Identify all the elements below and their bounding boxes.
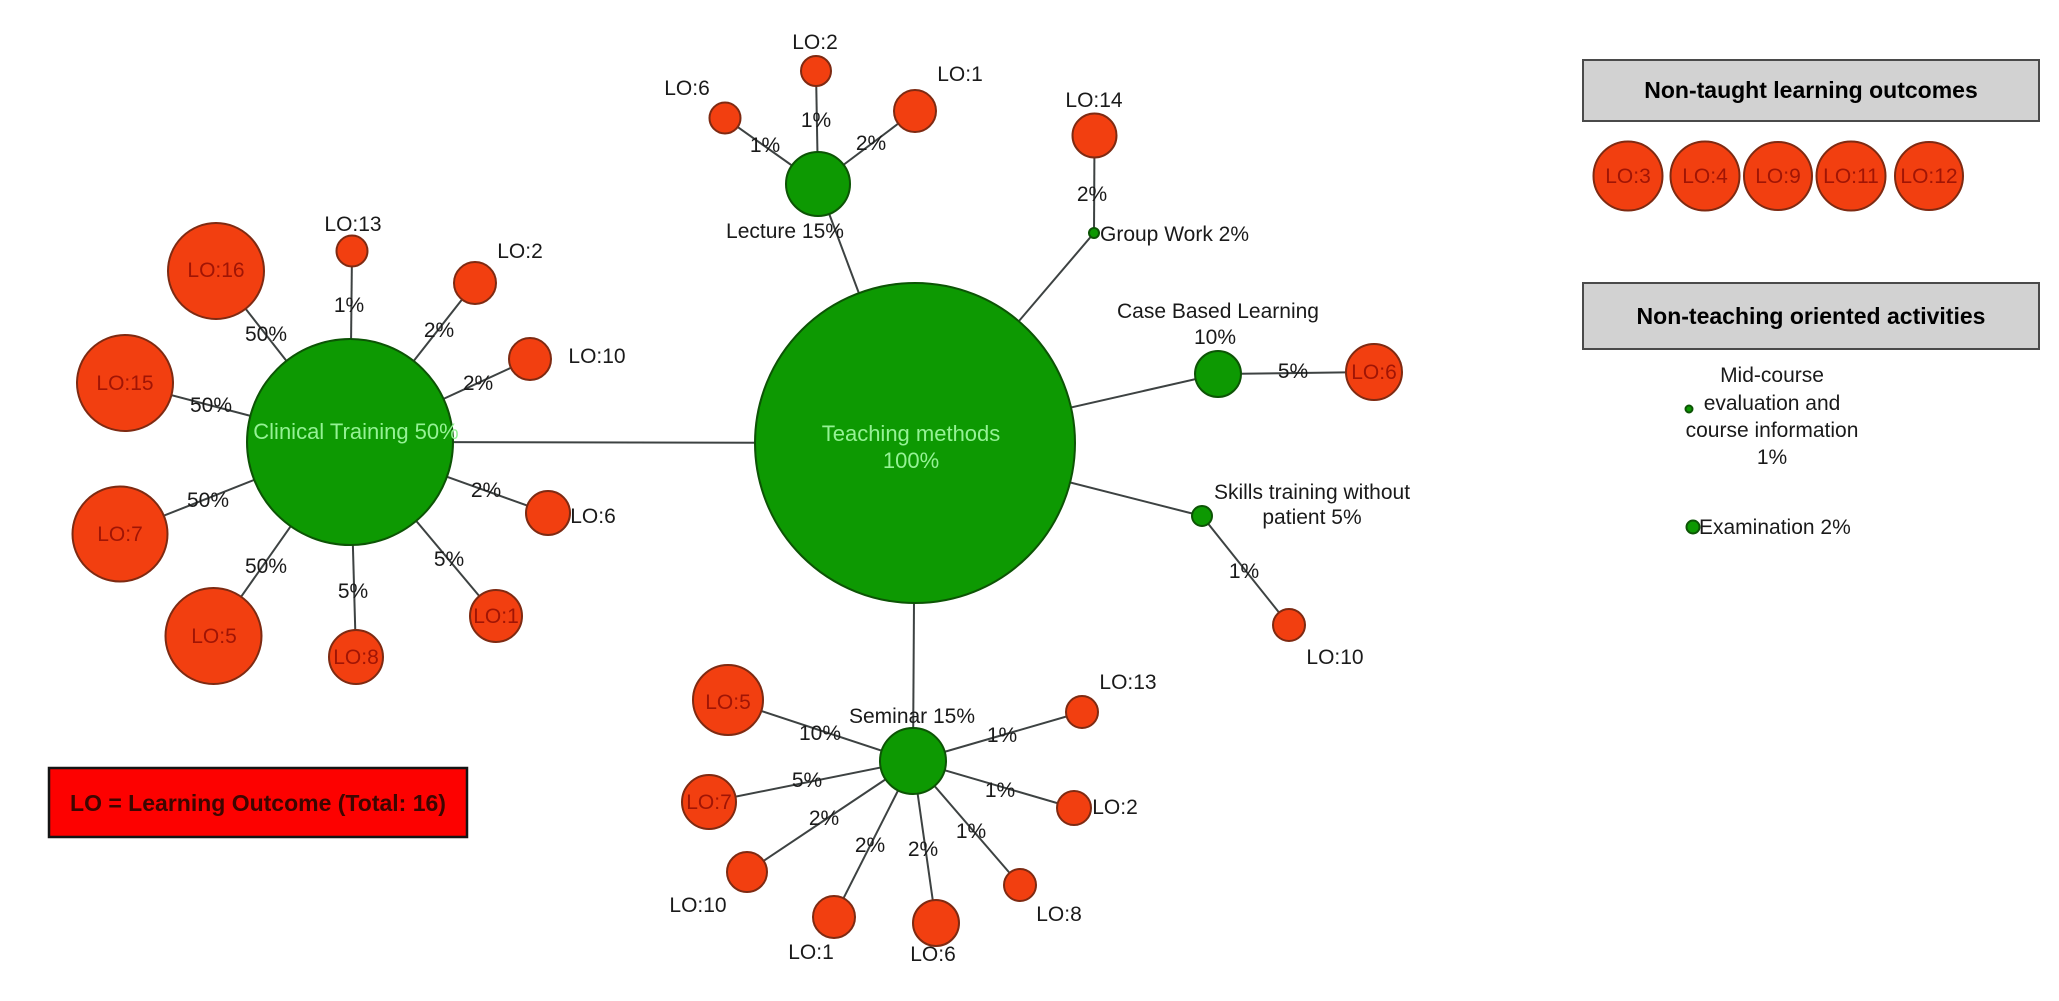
svg-text:Examination 2%: Examination 2%: [1699, 516, 1851, 539]
svg-text:1%: 1%: [334, 294, 364, 317]
svg-text:50%: 50%: [190, 394, 232, 417]
svg-text:LO:8: LO:8: [1036, 903, 1082, 926]
svg-text:Clinical Training 50%: Clinical Training 50%: [253, 419, 458, 444]
svg-text:LO:3: LO:3: [1605, 165, 1651, 188]
svg-text:10%: 10%: [799, 722, 841, 745]
svg-text:50%: 50%: [245, 555, 287, 578]
svg-text:patient 5%: patient 5%: [1262, 506, 1361, 529]
svg-text:Teaching methods: Teaching methods: [822, 421, 1001, 446]
svg-text:2%: 2%: [809, 807, 839, 830]
svg-text:Non-taught learning outcomes: Non-taught learning outcomes: [1644, 77, 1978, 103]
svg-text:50%: 50%: [245, 323, 287, 346]
svg-text:5%: 5%: [338, 580, 368, 603]
svg-text:50%: 50%: [187, 489, 229, 512]
svg-text:Group Work 2%: Group Work 2%: [1100, 223, 1249, 246]
svg-text:2%: 2%: [855, 834, 885, 857]
svg-text:LO:9: LO:9: [1755, 165, 1801, 188]
svg-text:course information: course information: [1686, 419, 1859, 442]
svg-text:2%: 2%: [856, 132, 886, 155]
svg-text:10%: 10%: [1194, 326, 1236, 349]
svg-text:LO:2: LO:2: [497, 240, 543, 263]
svg-text:1%: 1%: [750, 134, 780, 157]
svg-text:2%: 2%: [463, 372, 493, 395]
svg-text:LO:8: LO:8: [333, 646, 379, 669]
svg-text:LO:6: LO:6: [570, 505, 616, 528]
svg-text:LO:10: LO:10: [568, 345, 625, 368]
svg-text:LO:15: LO:15: [96, 372, 153, 395]
svg-text:Seminar 15%: Seminar 15%: [849, 705, 975, 728]
svg-text:evaluation and: evaluation and: [1704, 392, 1841, 415]
svg-text:Lecture 15%: Lecture 15%: [726, 220, 844, 243]
svg-text:LO:5: LO:5: [191, 625, 237, 648]
svg-text:LO:6: LO:6: [1351, 361, 1397, 384]
svg-text:LO:4: LO:4: [1682, 165, 1728, 188]
svg-text:LO:6: LO:6: [664, 77, 710, 100]
svg-text:100%: 100%: [883, 448, 939, 473]
svg-text:1%: 1%: [985, 779, 1015, 802]
svg-text:2%: 2%: [471, 479, 501, 502]
svg-text:5%: 5%: [792, 769, 822, 792]
svg-text:2%: 2%: [908, 838, 938, 861]
svg-text:LO:6: LO:6: [910, 943, 956, 966]
svg-text:LO:10: LO:10: [1306, 646, 1363, 669]
svg-text:LO:1: LO:1: [937, 63, 983, 86]
svg-text:LO:7: LO:7: [97, 523, 143, 546]
svg-text:2%: 2%: [424, 319, 454, 342]
svg-text:5%: 5%: [1278, 360, 1308, 383]
svg-text:LO:14: LO:14: [1065, 89, 1123, 112]
svg-text:LO:2: LO:2: [792, 31, 838, 54]
svg-text:5%: 5%: [434, 548, 464, 571]
svg-text:Case Based Learning: Case Based Learning: [1117, 300, 1319, 323]
svg-text:Non-teaching oriented activiti: Non-teaching oriented activities: [1637, 303, 1986, 329]
svg-text:1%: 1%: [1229, 560, 1259, 583]
svg-text:LO:10: LO:10: [669, 894, 726, 917]
svg-text:Mid-course: Mid-course: [1720, 364, 1824, 387]
svg-text:1%: 1%: [956, 820, 986, 843]
svg-text:1%: 1%: [1757, 446, 1787, 469]
svg-text:1%: 1%: [987, 724, 1017, 747]
svg-text:LO:7: LO:7: [686, 791, 732, 814]
svg-text:LO:13: LO:13: [1099, 671, 1156, 694]
svg-text:LO:16: LO:16: [187, 259, 244, 282]
svg-text:LO:12: LO:12: [1900, 165, 1957, 188]
svg-text:LO:11: LO:11: [1823, 165, 1879, 188]
svg-text:LO:2: LO:2: [1092, 796, 1138, 819]
svg-text:LO:13: LO:13: [324, 213, 381, 236]
svg-text:2%: 2%: [1077, 183, 1107, 206]
svg-text:Skills training without: Skills training without: [1214, 481, 1410, 504]
svg-text:1%: 1%: [801, 109, 831, 132]
svg-text:LO = Learning Outcome (Total:: LO = Learning Outcome (Total: 16): [70, 790, 446, 816]
svg-text:LO:1: LO:1: [788, 941, 834, 964]
svg-text:LO:5: LO:5: [705, 691, 751, 714]
svg-text:LO:1: LO:1: [473, 605, 519, 628]
